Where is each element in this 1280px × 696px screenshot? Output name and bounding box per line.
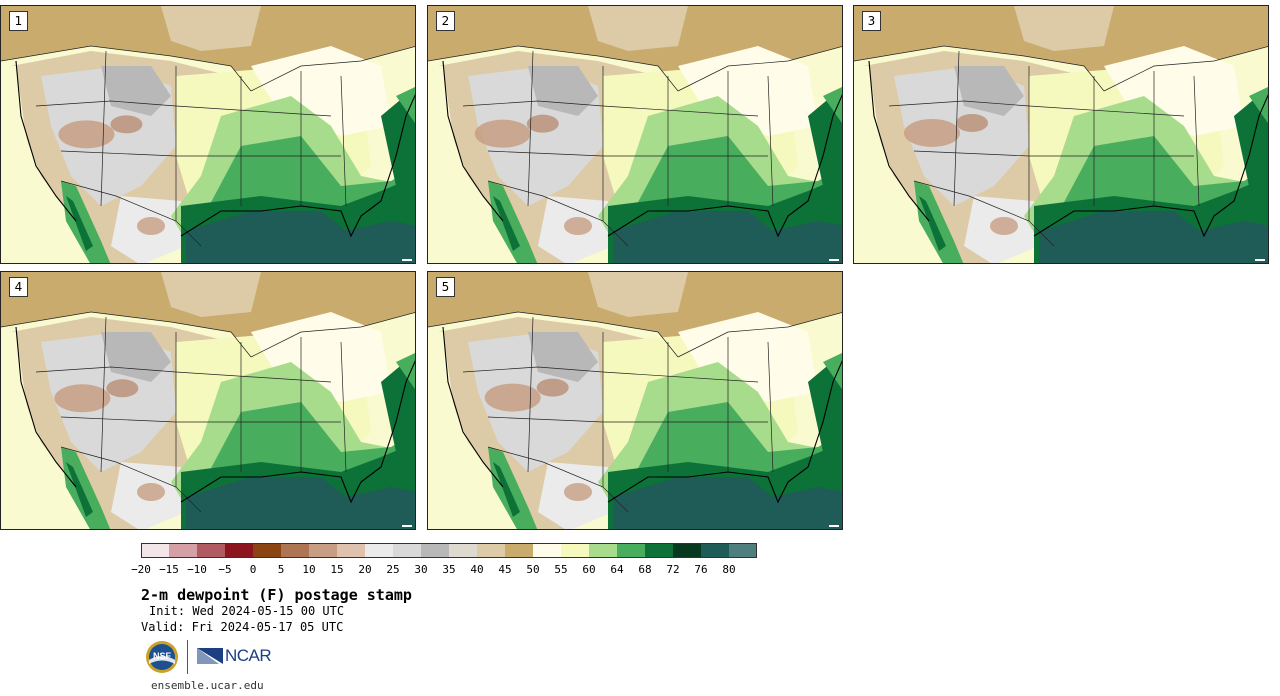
- colorbar-tick-label: 30: [414, 563, 428, 576]
- colorbar-tick-label: 64: [610, 563, 624, 576]
- colorbar-tick-label: 35: [442, 563, 456, 576]
- panel-number-label: 3: [862, 11, 881, 31]
- plot-title: 2-m dewpoint (F) postage stamp: [141, 586, 412, 604]
- panel-number-label: 5: [436, 277, 455, 297]
- colorbar-tick-label: 80: [722, 563, 736, 576]
- colorbar-tick-label: 76: [694, 563, 708, 576]
- dewpoint-map-4: [1, 272, 415, 529]
- colorbar-tick-label: −10: [187, 563, 207, 576]
- panel-number-label: 1: [9, 11, 28, 31]
- footer-url: ensemble.ucar.edu: [151, 679, 264, 692]
- panel-number-label: 4: [9, 277, 28, 297]
- colorbar-tick-label: −15: [159, 563, 179, 576]
- colorbar-tick-label: −20: [131, 563, 151, 576]
- valid-time: Valid: Fri 2024-05-17 05 UTC: [141, 620, 344, 634]
- colorbar-tick-label: 15: [330, 563, 344, 576]
- colorbar-tick-label: 50: [526, 563, 540, 576]
- colorbar-tick-label: 55: [554, 563, 568, 576]
- nsf-logo-text: NSF: [153, 651, 172, 661]
- colorbar-tick-label: 72: [666, 563, 680, 576]
- nsf-logo-icon: NSF: [146, 641, 178, 673]
- dewpoint-map-1: [1, 6, 415, 263]
- colorbar-tick-label: −5: [218, 563, 232, 576]
- map-panel-1: 1: [0, 5, 416, 264]
- colorbar-tick-label: 60: [582, 563, 596, 576]
- colorbar-tick-label: 68: [638, 563, 652, 576]
- init-time: Init: Wed 2024-05-15 00 UTC: [149, 604, 345, 618]
- dewpoint-map-2: [428, 6, 842, 263]
- map-panel-5: 5: [427, 271, 843, 530]
- map-panel-4: 4: [0, 271, 416, 530]
- ncar-logo-text: NCAR: [225, 646, 272, 665]
- ncar-logo: NCAR: [197, 645, 272, 667]
- map-panel-3: 3: [853, 5, 1269, 264]
- colorbar-tick-label: 0: [249, 563, 257, 576]
- colorbar-tick-label: 10: [302, 563, 316, 576]
- ncar-logo-icon: [197, 648, 223, 664]
- colorbar-tick-label: 45: [498, 563, 512, 576]
- logo-divider: [187, 640, 188, 674]
- map-panel-2: 2: [427, 5, 843, 264]
- dewpoint-map-5: [428, 272, 842, 529]
- panel-number-label: 2: [436, 11, 455, 31]
- colorbar-tick-label: 40: [470, 563, 484, 576]
- colorbar-tick-label: 5: [277, 563, 285, 576]
- dewpoint-map-3: [854, 6, 1268, 263]
- colorbar-tick-label: 20: [358, 563, 372, 576]
- colorbar-tick-label: 25: [386, 563, 400, 576]
